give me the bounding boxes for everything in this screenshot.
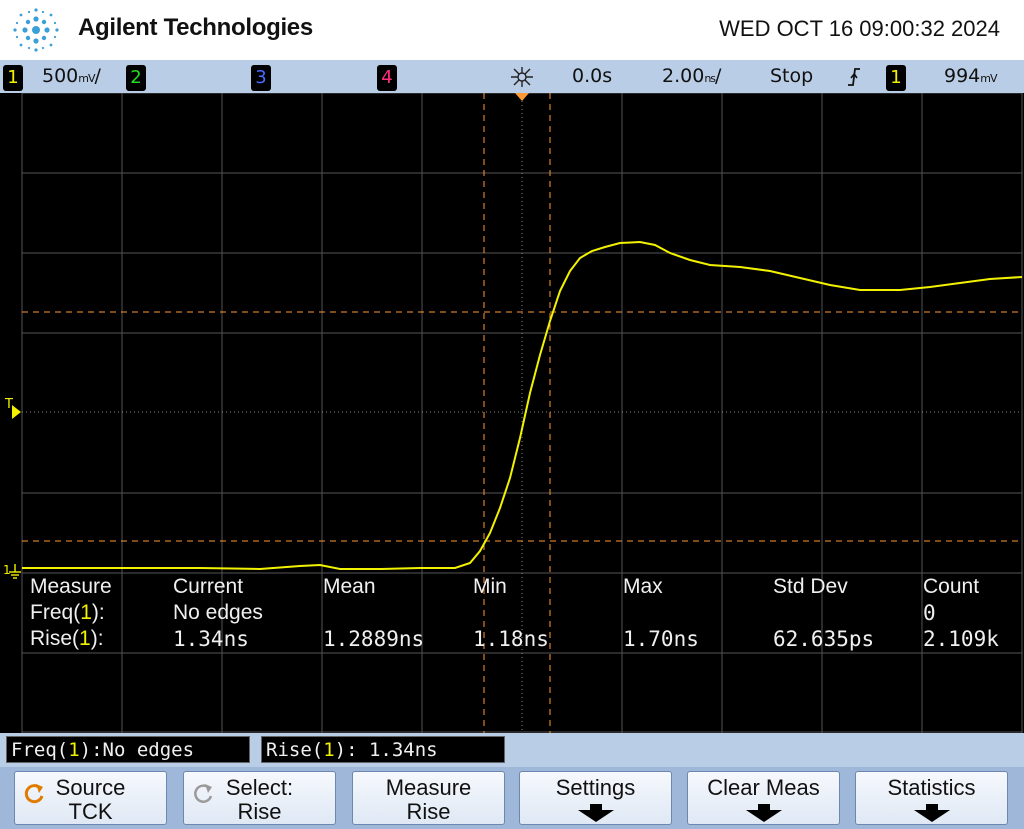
rise-readout-channel: 1 [323,739,335,761]
trigger-level-marker-label: T [5,397,13,412]
source-softkey-value: TCK [68,799,113,824]
stats-row-rise-name: Rise(1): [30,627,104,650]
rising-edge-icon[interactable] [846,66,862,88]
stats-row-rise-current: 1.34ns [173,627,249,651]
trigger-level-marker-icon[interactable] [12,405,22,419]
trigger-position-marker-icon[interactable] [515,93,529,101]
stats-row-rise-count: 2.109k [923,627,999,651]
stats-row-freq-name: Freq(1): [30,601,105,624]
submenu-arrow-down-icon [746,804,782,822]
brand-title: Agilent Technologies [78,14,313,41]
measurement-info-bar: Freq(1):No edges Rise(1): 1.34ns [0,733,1024,767]
stats-header-current: Current [173,575,244,598]
channel-3-label: 3 [251,65,271,91]
select-softkey-label: Select: [225,775,294,800]
trigger-source-label: 1 [886,65,906,91]
settings-softkey-label: Settings [555,775,636,800]
statistics-softkey[interactable]: Statistics [855,771,1008,825]
channel-1-waveform [22,240,1023,571]
channel-4-label: 4 [377,65,397,91]
stats-header-measure: Measure [30,575,112,598]
timebase-unit: ns [704,72,716,85]
trigger-source[interactable]: 1 [886,65,906,91]
timebase-value: 2.00 [662,65,705,87]
stats-row-freq-channel: 1 [80,601,92,624]
freq-readout-channel: 1 [68,739,80,761]
rotate-knob-icon [24,784,44,804]
channel-1-scale-value: 500 [42,65,79,87]
stats-row-freq-current: No edges [173,601,263,624]
stats-header-count: Count [923,575,980,598]
source-softkey[interactable]: Source TCK [14,771,167,825]
stats-row-rise-label: Rise [30,627,73,650]
stats-row-freq-count: 0 [923,601,936,625]
date-time: WED OCT 16 09:00:32 2024 [719,16,1000,41]
graticule-center-axes [22,93,1022,733]
measure-softkey-value: Rise [406,799,451,824]
channel-1-indicator[interactable]: 1 [3,65,23,91]
clear-meas-softkey-label: Clear Meas [707,775,820,800]
graticule-svg [21,93,1023,733]
trigger-level[interactable]: 994mV [944,65,998,87]
header: Agilent Technologies WED OCT 16 09:00:32… [0,0,1024,60]
measure-softkey[interactable]: Measure Rise [352,771,505,825]
stats-header-stddev: Std Dev [773,575,848,598]
stats-header-mean: Mean [323,575,376,598]
ground-marker-label: 1 [3,563,11,577]
acquisition-mode-icon[interactable] [508,65,536,89]
stats-row-rise-mean: 1.2889ns [323,627,425,651]
freq-readout: Freq(1):No edges [6,736,250,763]
rise-readout: Rise(1): 1.34ns [261,736,505,763]
stats-row-freq-label: Freq [30,601,74,624]
freq-readout-value: ):No edges [79,739,195,761]
submenu-arrow-down-icon [578,804,614,822]
rotate-knob-icon [194,784,213,803]
measurement-statistics: Measure Current Mean Min Max Std Dev Cou… [0,571,1024,661]
submenu-arrow-down-icon [914,804,950,822]
settings-softkey[interactable]: Settings [519,771,672,825]
trigger-level-unit: mV [980,72,997,85]
statistics-softkey-label: Statistics [887,775,976,800]
channel-1-scale[interactable]: 500mV/ [42,65,101,87]
channel-2-label: 2 [126,65,146,91]
stats-row-rise-channel: 1 [79,627,91,650]
timebase-scale[interactable]: 2.00ns/ [662,65,722,87]
softkey-bar: Source TCK Select: Rise Measure Rise Set… [0,767,1024,829]
ground-reference-icon[interactable] [8,564,22,580]
trigger-level-value: 994 [944,65,981,87]
agilent-spark-logo-icon [13,8,59,52]
waveform-display[interactable]: T 1 Measure Current Mean Min Max Std Dev… [0,93,1024,733]
stats-row-rise-min: 1.18ns [473,627,549,651]
status-bar: 1 500mV/ 2 3 4 0.0s 2.00ns/ Stop 1 994mV [0,60,1024,93]
measurement-cursors[interactable] [22,93,1022,733]
channel-1-scale-unit: mV [78,72,95,85]
rise-readout-value: ): 1.34ns [334,739,438,761]
measure-softkey-label: Measure [385,775,472,800]
stats-header-max: Max [623,575,663,598]
run-state[interactable]: Stop [770,65,814,87]
channel-2-indicator[interactable]: 2 [126,65,146,91]
stats-header-min: Min [473,575,507,598]
channel-3-indicator[interactable]: 3 [251,65,271,91]
rise-readout-prefix: Rise( [266,739,324,761]
source-softkey-label: Source [55,775,126,800]
select-softkey-value: Rise [237,799,282,824]
stats-row-rise-stddev: 62.635ps [773,627,875,651]
trigger-delay[interactable]: 0.0s [572,65,613,87]
stats-row-rise-max: 1.70ns [623,627,699,651]
channel-1-label: 1 [3,65,23,91]
channel-4-indicator[interactable]: 4 [377,65,397,91]
select-softkey[interactable]: Select: Rise [183,771,336,825]
freq-readout-prefix: Freq( [11,739,69,761]
clear-meas-softkey[interactable]: Clear Meas [687,771,840,825]
